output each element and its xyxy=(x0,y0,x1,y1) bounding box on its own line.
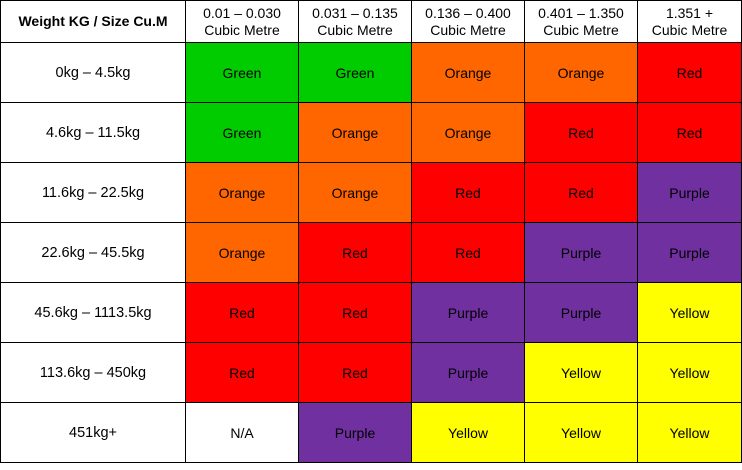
column-unit: Cubic Metre xyxy=(651,21,728,38)
table-row: 4.6kg – 11.5kg Green Orange Orange Red R… xyxy=(0,102,742,163)
weight-range-label: 11.6kg – 22.5kg xyxy=(0,162,186,223)
color-cell: Green xyxy=(185,42,299,103)
color-cell: Yellow xyxy=(524,342,638,403)
table-row: 11.6kg – 22.5kg Orange Orange Red Red Pu… xyxy=(0,162,742,223)
column-unit: Cubic Metre xyxy=(204,21,280,38)
color-cell: Orange xyxy=(524,42,638,103)
color-cell: Yellow xyxy=(637,282,742,343)
color-cell: Red xyxy=(524,102,638,163)
table-row: 45.6kg – 1113.5kg Red Red Purple Purple … xyxy=(0,282,742,343)
color-cell: Orange xyxy=(411,42,525,103)
weight-range-label: 113.6kg – 450kg xyxy=(0,342,186,403)
color-cell: Orange xyxy=(185,222,299,283)
color-cell: Red xyxy=(411,162,525,223)
column-range: 1.351 + xyxy=(665,4,714,21)
color-cell: Purple xyxy=(637,162,742,223)
column-header: 0.01 – 0.030 Cubic Metre xyxy=(185,0,299,43)
color-cell: Red xyxy=(185,282,299,343)
color-cell: Orange xyxy=(298,162,412,223)
weight-range-label: 45.6kg – 1113.5kg xyxy=(0,282,186,343)
corner-header: Weight KG / Size Cu.M xyxy=(0,0,186,43)
color-cell: Orange xyxy=(411,102,525,163)
weight-range-label: 451kg+ xyxy=(0,402,186,463)
color-cell: Purple xyxy=(411,282,525,343)
color-cell: Red xyxy=(637,42,742,103)
header-row: Weight KG / Size Cu.M 0.01 – 0.030 Cubic… xyxy=(0,0,742,43)
column-range: 0.01 – 0.030 xyxy=(203,4,281,21)
color-cell: Red xyxy=(637,102,742,163)
column-unit: Cubic Metre xyxy=(543,21,619,38)
column-header: 0.031 – 0.135 Cubic Metre xyxy=(298,0,412,43)
column-range: 0.401 – 1.350 xyxy=(538,4,624,21)
color-cell: Purple xyxy=(524,282,638,343)
color-cell: Yellow xyxy=(637,342,742,403)
table-row: 451kg+ N/A Purple Yellow Yellow Yellow xyxy=(0,402,742,463)
color-cell: Yellow xyxy=(637,402,742,463)
table-row: 22.6kg – 45.5kg Orange Red Red Purple Pu… xyxy=(0,222,742,283)
color-cell: Red xyxy=(411,222,525,283)
weight-range-label: 22.6kg – 45.5kg xyxy=(0,222,186,283)
color-cell: Red xyxy=(524,162,638,223)
column-header: 1.351 + Cubic Metre xyxy=(637,0,742,43)
color-cell: Yellow xyxy=(524,402,638,463)
column-range: 0.031 – 0.135 xyxy=(312,4,398,21)
color-cell: Red xyxy=(298,282,412,343)
column-header: 0.136 – 0.400 Cubic Metre xyxy=(411,0,525,43)
table-row: 0kg – 4.5kg Green Green Orange Orange Re… xyxy=(0,42,742,103)
color-cell: Red xyxy=(185,342,299,403)
color-cell: Purple xyxy=(298,402,412,463)
color-cell: N/A xyxy=(185,402,299,463)
color-cell: Green xyxy=(298,42,412,103)
color-cell: Green xyxy=(185,102,299,163)
weight-range-label: 0kg – 4.5kg xyxy=(0,42,186,103)
color-cell: Red xyxy=(298,342,412,403)
color-cell: Yellow xyxy=(411,402,525,463)
column-header: 0.401 – 1.350 Cubic Metre xyxy=(524,0,638,43)
column-range: 0.136 – 0.400 xyxy=(425,4,511,21)
column-unit: Cubic Metre xyxy=(317,21,393,38)
weight-range-label: 4.6kg – 11.5kg xyxy=(0,102,186,163)
color-cell: Purple xyxy=(411,342,525,403)
color-cell: Purple xyxy=(524,222,638,283)
color-cell: Orange xyxy=(185,162,299,223)
column-unit: Cubic Metre xyxy=(430,21,506,38)
color-cell: Orange xyxy=(298,102,412,163)
color-cell: Purple xyxy=(637,222,742,283)
color-cell: Red xyxy=(298,222,412,283)
table-row: 113.6kg – 450kg Red Red Purple Yellow Ye… xyxy=(0,342,742,403)
